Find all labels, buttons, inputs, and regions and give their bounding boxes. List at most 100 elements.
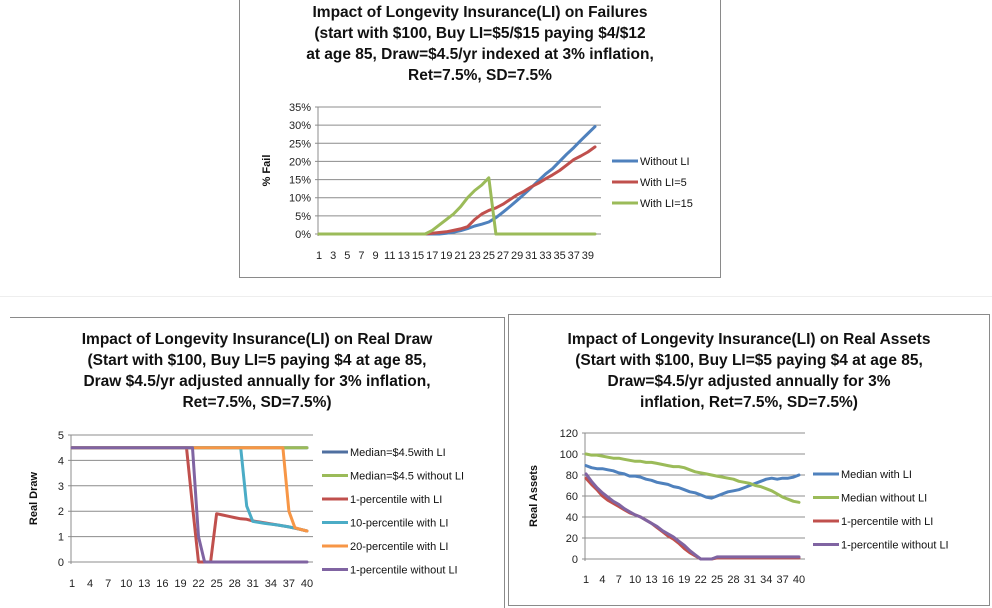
x-tick-label: 39 (582, 250, 594, 262)
x-tick-label: 5 (344, 250, 350, 262)
x-tick-label: 25 (210, 578, 222, 590)
y-tick-label: 100 (560, 449, 578, 461)
x-tick-label: 9 (373, 250, 379, 262)
x-tick-label: 28 (727, 574, 739, 586)
y-tick-label: 30% (289, 120, 311, 132)
chart-failures-svg: 0%5%10%15%20%25%30%35%1 3 5 7 9 11 13 15 17 19 21 2… (261, 102, 693, 262)
legend-label: Median=$4.5 without LI (350, 471, 464, 483)
x-tick-label: 1 (316, 250, 322, 262)
x-tick-label: 21 (454, 250, 466, 262)
x-tick-label: 40 (793, 574, 805, 586)
series-line-without-li (317, 125, 597, 236)
chart-real-draw[interactable]: Impact of Longevity Insurance(LI) on Rea… (10, 317, 505, 608)
legend-label: 1-percentile with LI (350, 494, 442, 506)
y-tick-label: 2 (58, 506, 64, 518)
sheet-gridline (0, 296, 992, 297)
x-tick-label: 19 (174, 578, 186, 590)
x-tick-label: 7 (616, 574, 622, 586)
legend-label: 1-percentile with LI (841, 516, 933, 528)
y-tick-label: 1 (58, 532, 64, 544)
x-tick-label: 31 (744, 574, 756, 586)
x-tick-label: 34 (265, 578, 277, 590)
legend-label: Without LI (640, 156, 690, 168)
x-tick-label: 3 (330, 250, 336, 262)
x-tick-label: 13 (645, 574, 657, 586)
x-tick-label: 27 (497, 250, 509, 262)
y-tick-label: 20% (289, 156, 311, 168)
x-tick-label: 10 (629, 574, 641, 586)
series-line-1-percentile-without-li (584, 472, 801, 561)
y-tick-label: 4 (58, 455, 64, 467)
y-axis-label: Real Draw (28, 471, 40, 525)
x-tick-label: 25 (711, 574, 723, 586)
series-line-1-percentile-without-li (70, 446, 309, 564)
x-tick-label: 34 (760, 574, 772, 586)
x-tick-label: 31 (525, 250, 537, 262)
legend-label: 10-percentile with LI (350, 518, 448, 530)
x-tick-label: 11 (384, 250, 395, 262)
y-axis-label: % Fail (261, 155, 273, 187)
x-tick-label: 37 (776, 574, 788, 586)
y-tick-label: 25% (289, 138, 311, 150)
y-tick-label: 5% (295, 211, 311, 223)
series-line-median-with-li (584, 464, 801, 500)
x-tick-label: 22 (695, 574, 707, 586)
legend-label: 1-percentile without LI (841, 540, 949, 552)
chart-real-assets-svg: 0 20 40 60 80 100 120 1 4 7 10 13 16 19 22 25 28 31 34 37 40… (528, 428, 949, 586)
x-tick-label: 1 (583, 574, 589, 586)
x-tick-label: 16 (156, 578, 168, 590)
x-tick-label: 7 (105, 578, 111, 590)
x-tick-label: 22 (192, 578, 204, 590)
x-tick-label: 19 (678, 574, 690, 586)
y-tick-label: 15% (289, 175, 311, 187)
x-tick-label: 33 (539, 250, 551, 262)
y-tick-label: 0 (58, 557, 64, 569)
legend-label: 20-percentile with LI (350, 541, 448, 553)
y-tick-label: 80 (566, 470, 578, 482)
legend-label: With LI=15 (640, 198, 693, 210)
y-tick-label: 35% (289, 102, 311, 114)
y-tick-label: 120 (560, 428, 578, 440)
x-tick-label: 31 (247, 578, 259, 590)
x-tick-label: 13 (138, 578, 150, 590)
x-tick-label: 28 (229, 578, 241, 590)
legend-label: 1-percentile without LI (350, 565, 458, 577)
chart-failures[interactable]: Impact of Longevity Insurance(LI) on Fai… (239, 0, 721, 278)
y-tick-label: 3 (58, 481, 64, 493)
y-tick-label: 0 (572, 554, 578, 566)
x-tick-label: 37 (568, 250, 580, 262)
x-tick-label: 25 (483, 250, 495, 262)
x-tick-label: 35 (553, 250, 565, 262)
x-tick-label: 16 (662, 574, 674, 586)
x-tick-label: 4 (87, 578, 93, 590)
chart-title: Impact of Longevity Insurance(LI) on Rea… (567, 331, 931, 411)
x-tick-label: 40 (301, 578, 313, 590)
chart-title: Impact of Longevity Insurance(LI) on Fai… (306, 4, 654, 84)
legend-label: With LI=5 (640, 177, 687, 189)
x-tick-label: 17 (426, 250, 438, 262)
y-tick-label: 5 (58, 430, 64, 442)
y-tick-label: 40 (566, 512, 578, 524)
x-tick-label: 29 (511, 250, 523, 262)
x-tick-label: 1 (69, 578, 75, 590)
y-tick-label: 60 (566, 491, 578, 503)
x-tick-label: 10 (120, 578, 132, 590)
x-tick-label: 37 (283, 578, 295, 590)
y-axis-label: Real Assets (528, 465, 540, 527)
y-tick-label: 20 (566, 533, 578, 545)
chart-real-assets[interactable]: Impact of Longevity Insurance(LI) on Rea… (508, 314, 990, 606)
y-tick-label: 0% (295, 229, 311, 241)
x-tick-label: 7 (358, 250, 364, 262)
x-tick-label: 15 (412, 250, 424, 262)
series-line-median-without-li (584, 452, 801, 504)
x-tick-label: 19 (440, 250, 452, 262)
x-tick-label: 23 (469, 250, 481, 262)
series-line-1-percentile-with-li (70, 446, 309, 564)
legend-label: Median=$4.5with LI (350, 447, 446, 459)
y-tick-label: 10% (289, 193, 311, 205)
series-line-with-li-15 (317, 176, 597, 236)
x-tick-label: 13 (398, 250, 410, 262)
chart-title: Impact of Longevity Insurance(LI) on Rea… (81, 331, 433, 411)
x-tick-label: 4 (599, 574, 605, 586)
